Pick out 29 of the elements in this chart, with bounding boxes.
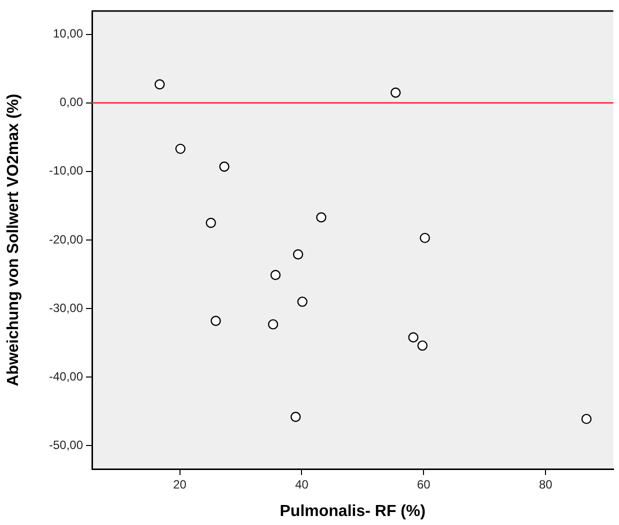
point — [297, 296, 308, 307]
point — [154, 79, 165, 90]
y-tick-label: -30,00 — [48, 300, 84, 315]
y-tick-label: -20,00 — [48, 232, 84, 246]
x-tick-label: 20 — [173, 478, 187, 492]
y-axis-title: Abweichung von Sollwert VO2max (%) — [5, 94, 22, 386]
point — [206, 218, 216, 228]
x-axis-title: Pulmonalis- RF (%) — [280, 502, 426, 520]
y-tick-label: -40,00 — [48, 369, 84, 384]
x-tick-label: 80 — [538, 478, 553, 492]
point — [420, 232, 430, 244]
point — [292, 249, 304, 260]
point — [270, 270, 281, 280]
x-tick-label: 40 — [295, 478, 309, 492]
point — [316, 212, 326, 222]
y-tick-label: -50,00 — [48, 438, 84, 452]
point — [219, 162, 230, 172]
point — [581, 414, 592, 424]
point — [175, 144, 186, 154]
point — [390, 87, 401, 98]
point — [290, 412, 301, 422]
point — [417, 340, 428, 351]
x-tick-label: 60 — [417, 478, 431, 492]
y-tick-label: -10,00 — [48, 164, 84, 178]
point — [268, 319, 278, 330]
y-tick-label: 10,00 — [52, 26, 84, 41]
point — [210, 316, 221, 326]
y-tick-label: 0,00 — [60, 95, 84, 110]
point — [408, 332, 418, 342]
